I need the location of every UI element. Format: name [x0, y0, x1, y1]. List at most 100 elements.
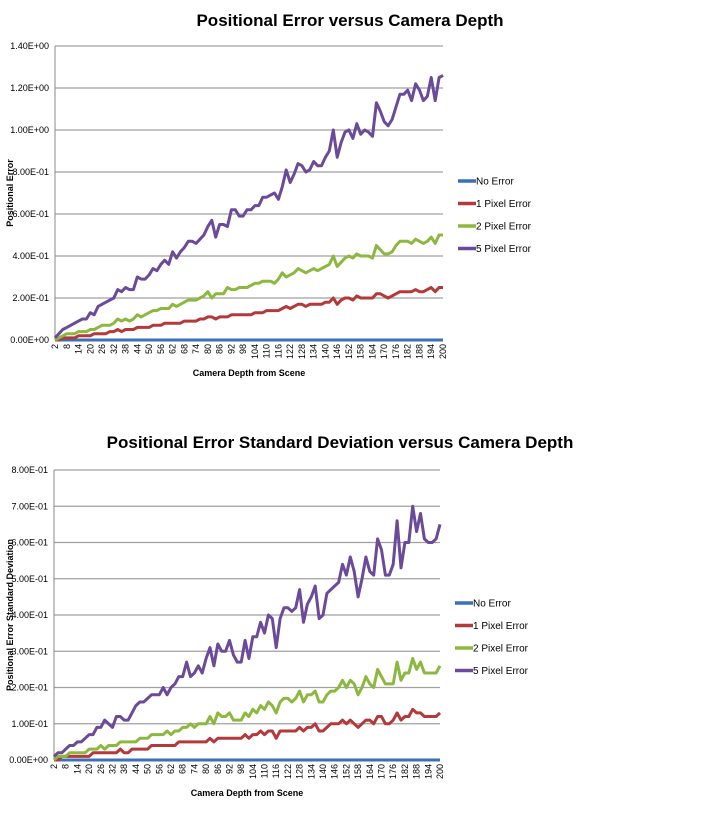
x-tick-label: 194 [423, 764, 433, 779]
y-axis-title: Positional Error [5, 159, 15, 227]
y-tick-label: 5.00E-01 [11, 574, 48, 584]
series-line-1-pixel-error [54, 707, 442, 762]
legend-label: 2 Pixel Error [476, 222, 532, 233]
x-tick-label: 134 [309, 344, 319, 359]
x-tick-label: 44 [132, 344, 142, 354]
x-tick-label: 158 [353, 764, 363, 779]
x-tick-label: 14 [72, 764, 82, 774]
x-tick-label: 134 [306, 764, 316, 779]
y-axis-title: Positional Error Standard Deviation [5, 539, 15, 691]
x-tick-label: 80 [201, 764, 211, 774]
legend-label: 5 Pixel Error [473, 666, 529, 677]
x-tick-label: 188 [412, 764, 422, 779]
chart-1: Positional Error versus Camera Depth 0.00… [5, 11, 532, 378]
x-tick-label: 80 [203, 344, 213, 354]
x-tick-label: 8 [62, 344, 72, 349]
y-tick-label: 4.00E-01 [12, 251, 49, 261]
x-tick-label: 8 [61, 764, 71, 769]
y-tick-label: 2.00E-01 [11, 683, 48, 693]
legend-label: No Error [473, 599, 511, 610]
x-tick-label: 74 [189, 764, 199, 774]
x-tick-label: 128 [295, 764, 305, 779]
series-line-5-pixel-error [52, 504, 442, 758]
series-line-1-pixel-error [55, 286, 443, 342]
x-tick-label: 128 [297, 344, 307, 359]
x-tick-label: 152 [341, 764, 351, 779]
legend-label: 1 Pixel Error [476, 199, 532, 210]
x-tick-label: 110 [260, 764, 270, 778]
y-tick-label: 0.00E+00 [9, 755, 48, 765]
x-tick-label: 68 [178, 764, 188, 774]
x-tick-label: 104 [248, 764, 258, 779]
series-line-5-pixel-error [53, 74, 444, 339]
x-tick-label: 86 [215, 344, 225, 354]
x-tick-label: 2 [49, 764, 59, 769]
x-tick-label: 92 [226, 344, 236, 354]
chart-title: Positional Error versus Camera Depth [196, 11, 503, 30]
x-tick-label: 68 [179, 344, 189, 354]
x-tick-label: 170 [377, 764, 387, 779]
x-tick-label: 152 [344, 344, 354, 359]
y-tick-label: 7.00E-01 [11, 501, 48, 511]
x-tick-label: 182 [400, 764, 410, 779]
chart-2: Positional Error Standard Deviation vers… [5, 433, 573, 798]
x-tick-label: 32 [107, 764, 117, 774]
x-tick-label: 116 [273, 344, 283, 358]
legend-label: No Error [476, 177, 514, 188]
y-tick-label: 1.00E+00 [10, 125, 49, 135]
y-tick-label: 1.20E+00 [10, 83, 49, 93]
y-tick-label: 6.00E-01 [11, 538, 48, 548]
x-tick-label: 62 [168, 344, 178, 354]
x-tick-label: 38 [119, 764, 129, 774]
x-tick-label: 86 [213, 764, 223, 774]
x-tick-label: 200 [438, 344, 448, 359]
y-tick-label: 4.00E-01 [11, 610, 48, 620]
series-line-2-pixel-error [52, 657, 442, 762]
x-tick-label: 110 [262, 344, 272, 358]
y-tick-label: 3.00E-01 [11, 646, 48, 656]
x-tick-label: 146 [330, 764, 340, 779]
x-tick-label: 116 [271, 764, 281, 778]
x-tick-label: 2 [50, 344, 60, 349]
x-tick-label: 140 [320, 344, 330, 359]
x-tick-label: 38 [121, 344, 131, 354]
x-tick-label: 44 [131, 764, 141, 774]
y-tick-label: 8.00E-01 [12, 167, 49, 177]
x-tick-label: 170 [379, 344, 389, 359]
chart-title: Positional Error Standard Deviation vers… [107, 433, 574, 452]
x-tick-label: 56 [154, 764, 164, 774]
x-tick-label: 50 [143, 764, 153, 774]
x-tick-label: 188 [414, 344, 424, 359]
x-tick-label: 20 [85, 344, 95, 354]
x-tick-label: 98 [238, 344, 248, 354]
x-tick-label: 122 [283, 764, 293, 779]
x-tick-label: 62 [166, 764, 176, 774]
y-tick-label: 1.40E+00 [10, 41, 49, 51]
legend-label: 5 Pixel Error [476, 244, 532, 255]
x-tick-label: 194 [426, 344, 436, 359]
legend-label: 1 Pixel Error [473, 621, 529, 632]
x-tick-label: 26 [96, 764, 106, 774]
x-tick-label: 74 [191, 344, 201, 354]
x-tick-label: 56 [156, 344, 166, 354]
x-tick-label: 32 [109, 344, 119, 354]
x-tick-label: 140 [318, 764, 328, 779]
legend-label: 2 Pixel Error [473, 644, 529, 655]
x-tick-label: 26 [97, 344, 107, 354]
x-tick-label: 200 [435, 764, 445, 779]
x-tick-label: 122 [285, 344, 295, 359]
x-tick-label: 164 [367, 344, 377, 359]
x-tick-label: 176 [388, 764, 398, 779]
y-tick-label: 6.00E-01 [12, 209, 49, 219]
series-line-2-pixel-error [54, 233, 443, 342]
y-tick-label: 8.00E-01 [11, 465, 48, 475]
x-tick-label: 164 [365, 764, 375, 779]
x-tick-label: 92 [224, 764, 234, 774]
x-tick-label: 146 [332, 344, 342, 359]
y-tick-label: 0.00E+00 [10, 335, 49, 345]
y-tick-label: 1.00E-01 [11, 719, 48, 729]
x-axis-title: Camera Depth from Scene [191, 788, 304, 798]
x-tick-label: 182 [403, 344, 413, 359]
x-tick-label: 14 [74, 344, 84, 354]
